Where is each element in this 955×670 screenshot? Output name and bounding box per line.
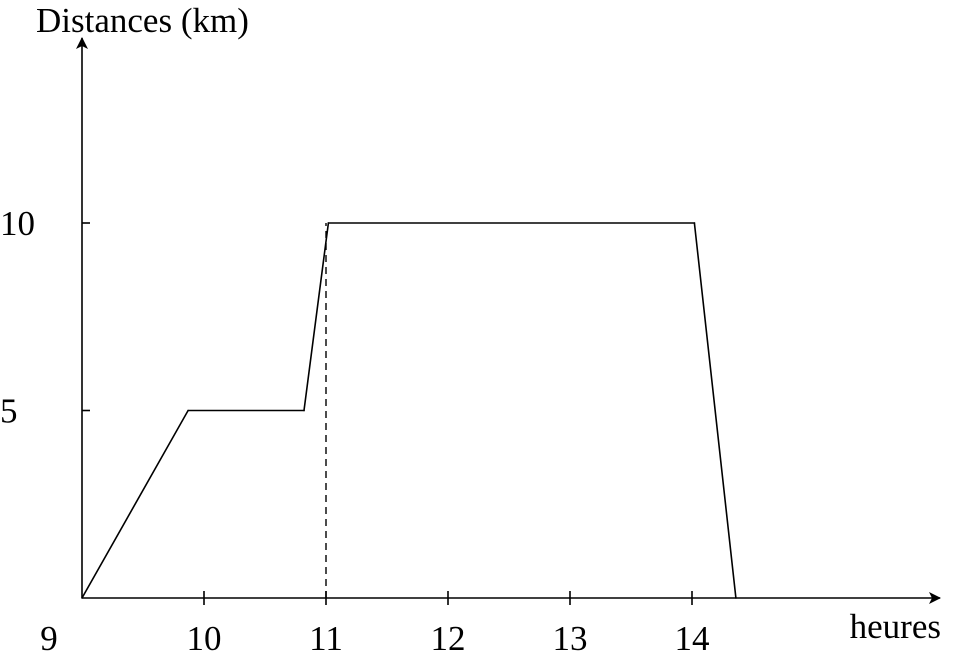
x-axis-title: heures xyxy=(850,607,941,646)
x-tick-label-9: 9 xyxy=(40,619,58,658)
y-axis-title: Distances (km) xyxy=(36,1,249,40)
x-tick-label-12: 12 xyxy=(431,619,466,658)
x-tick-label-13: 13 xyxy=(553,619,588,658)
series-point-0-0 xyxy=(81,597,83,599)
series-point-0-1 xyxy=(187,409,189,412)
y-tick-label-10: 10 xyxy=(0,204,35,243)
x-axis-tick-labels: 9 10 11 12 13 14 xyxy=(40,619,709,658)
x-tick-label-11: 11 xyxy=(309,619,343,658)
y-axis-ticks xyxy=(82,222,90,412)
y-axis-tick-labels: 5 10 xyxy=(0,204,35,431)
series-point-0-5 xyxy=(735,597,737,599)
series-group xyxy=(81,222,737,599)
series-point-0-4 xyxy=(693,222,696,224)
series-point-0-2 xyxy=(303,409,305,412)
series-line-0 xyxy=(81,222,737,599)
x-tick-label-10: 10 xyxy=(187,619,222,658)
x-tick-label-14: 14 xyxy=(675,619,710,658)
series-point-0-3 xyxy=(327,222,330,224)
y-tick-label-5: 5 xyxy=(0,392,18,431)
